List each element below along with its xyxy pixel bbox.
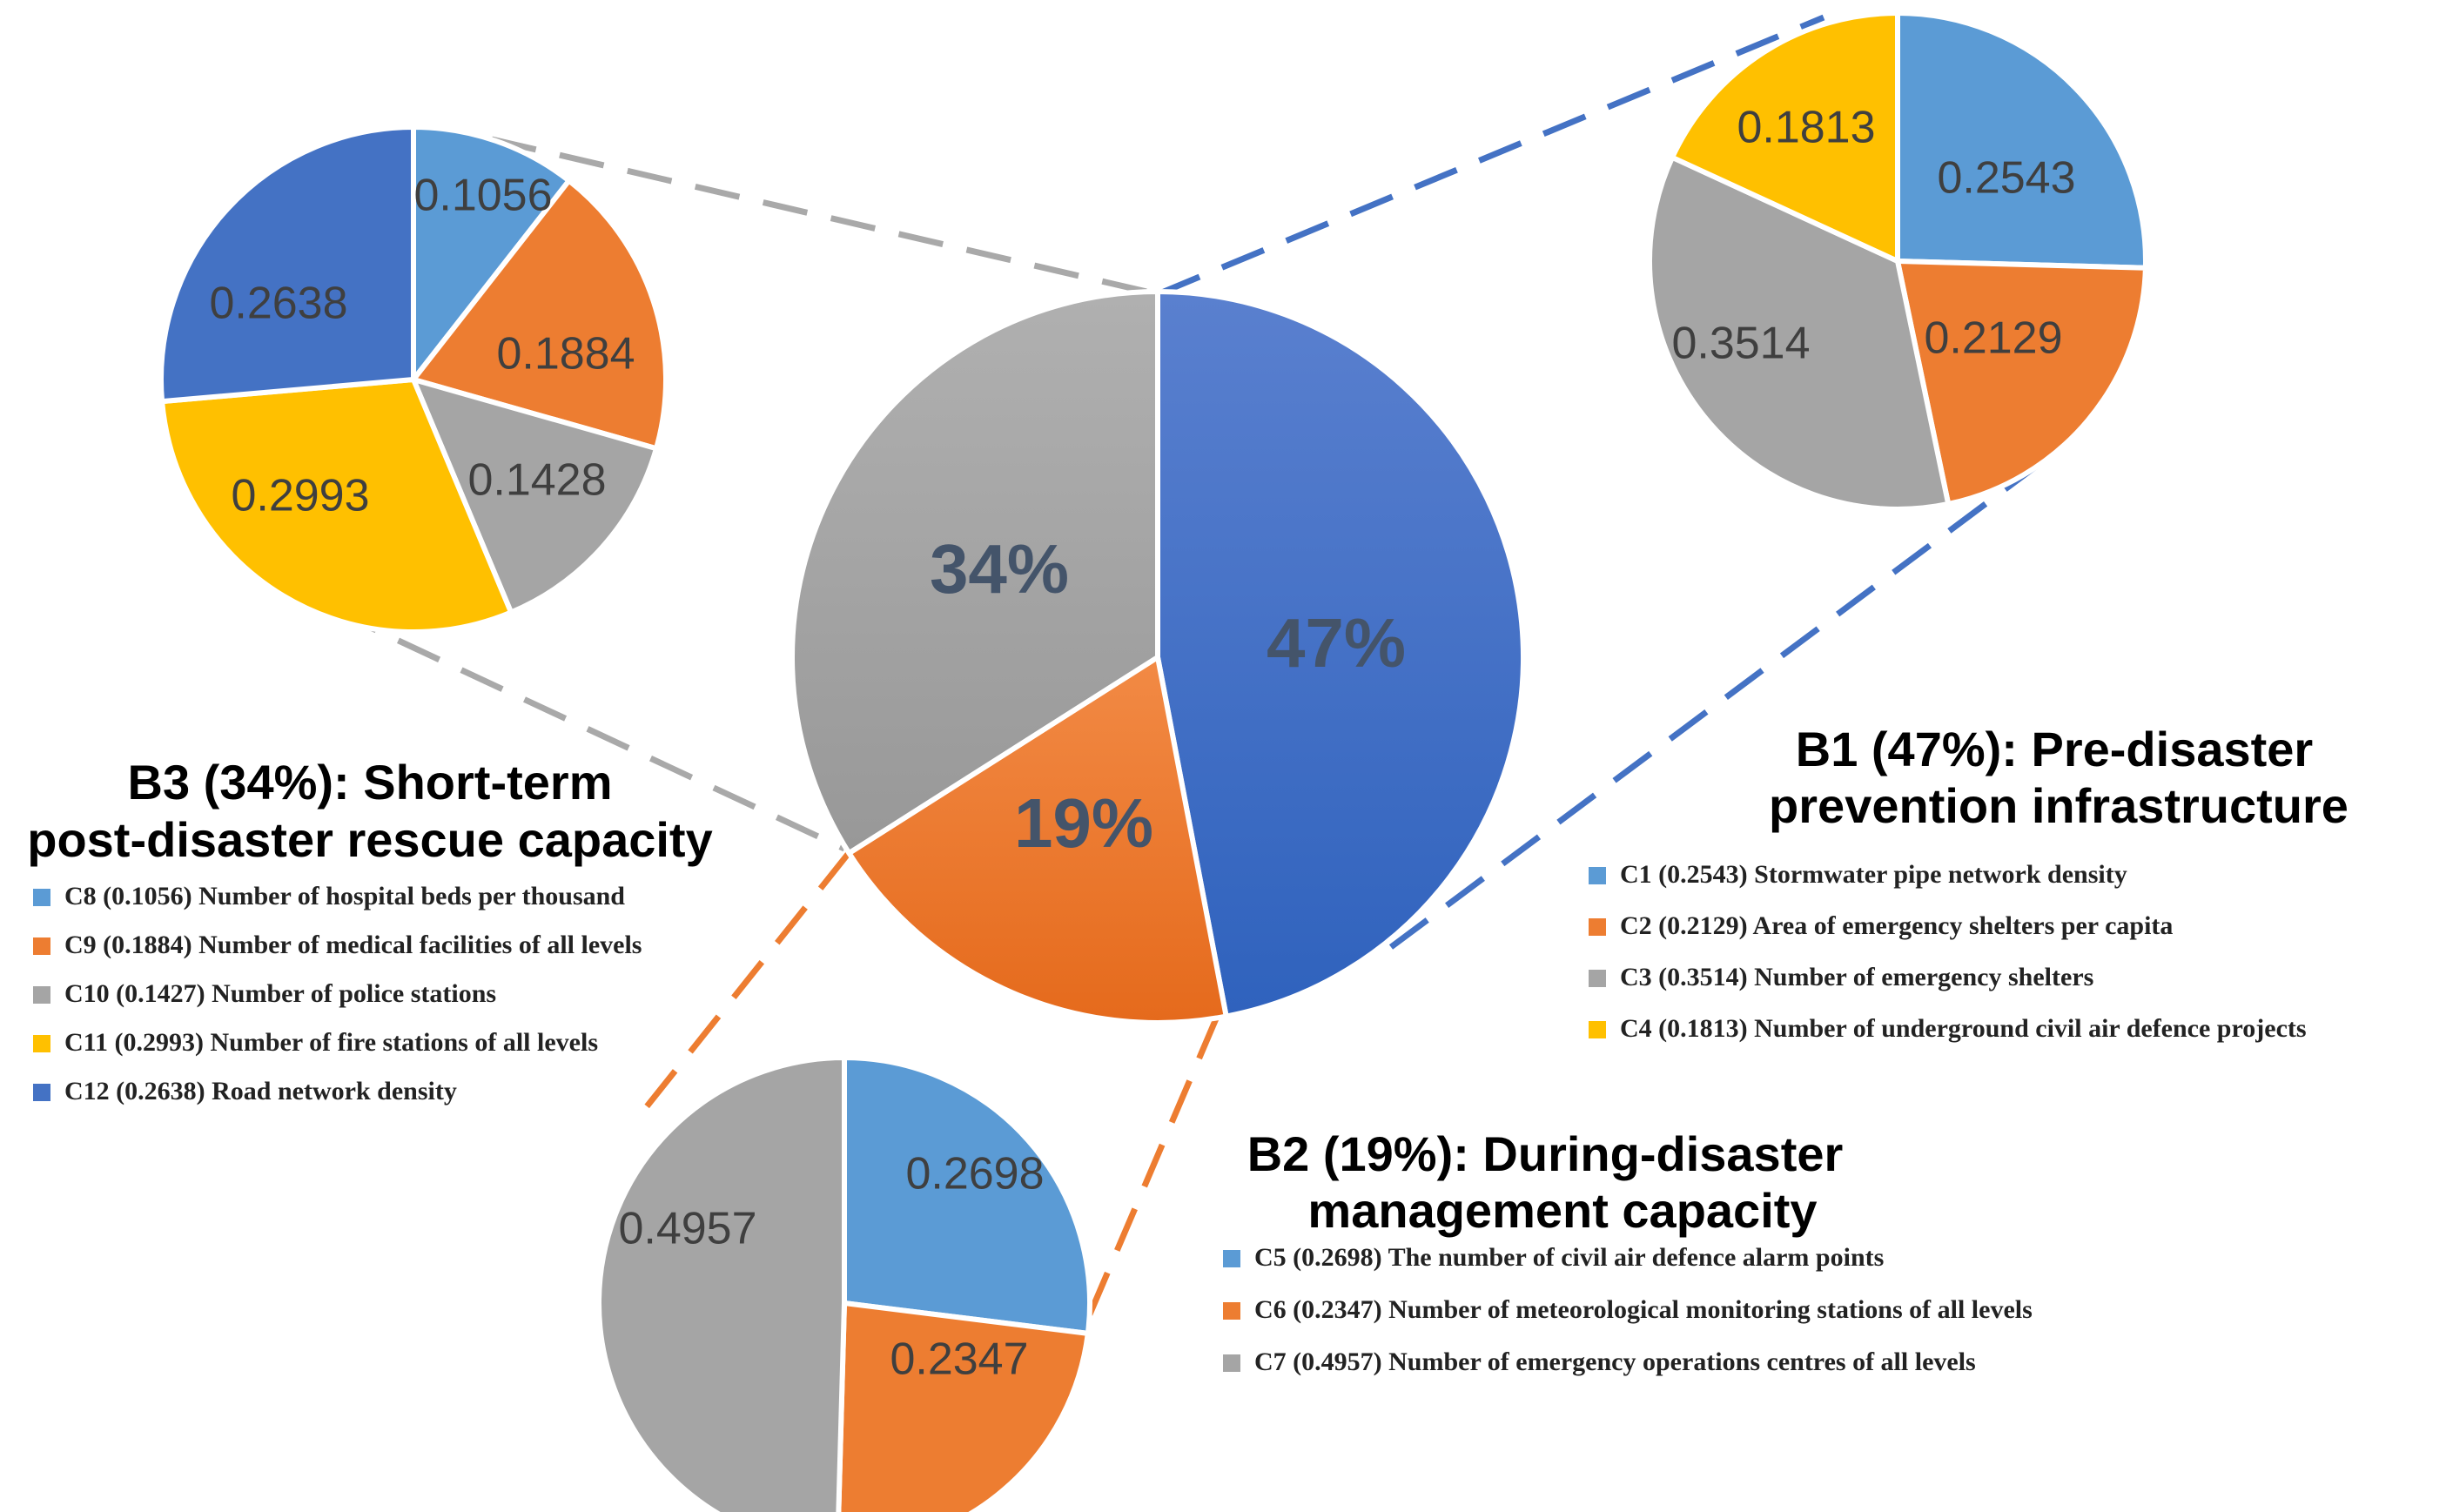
b3-slice-label-3: 0.1428 <box>467 455 606 506</box>
b2-legend-swatch-1 <box>1223 1250 1240 1267</box>
b3-pie: 0.1056 0.1884 0.1428 0.2993 0.2638 <box>158 124 669 635</box>
b3-slice-1 <box>411 124 572 382</box>
main-slice-label-1: 47% <box>1267 604 1406 682</box>
b3-title-line-1: B3 (34%): Short-term <box>128 755 613 810</box>
connector-b1-top <box>1156 14 1825 298</box>
b1-legend: C1 (0.2543) Stormwater pipe network dens… <box>1589 860 2307 1043</box>
b3-legend-item-5: C12 (0.2638) Road network density <box>64 1077 457 1105</box>
b3-slice-2 <box>411 178 669 452</box>
b1-legend-item-4: C4 (0.1813) Number of underground civil … <box>1620 1014 2307 1043</box>
b2-title-line-1: B2 (19%): During-disaster <box>1247 1126 1844 1181</box>
b2-title: B2 (19%): During-disaster management cap… <box>1247 1126 1844 1238</box>
b2-legend-item-1: C5 (0.2698) The number of civil air defe… <box>1254 1243 1884 1272</box>
b2-legend-item-3: C7 (0.4957) Number of emergency operatio… <box>1254 1347 1976 1376</box>
b2-slice-2 <box>836 1300 1091 1512</box>
b1-slice-4 <box>1670 10 1900 264</box>
b2-legend-swatch-2 <box>1223 1302 1240 1320</box>
connector-b3-bottom <box>333 608 846 852</box>
main-slice-1 <box>1155 289 1526 1019</box>
b2-slice-label-1: 0.2698 <box>905 1149 1044 1200</box>
main-slice-label-3: 34% <box>930 530 1069 608</box>
b2-legend: C5 (0.2698) The number of civil air defe… <box>1223 1243 2033 1376</box>
b3-legend-item-1: C8 (0.1056) Number of hospital beds per … <box>64 882 625 911</box>
b3-title: B3 (34%): Short-term post-disaster rescu… <box>27 755 712 867</box>
b2-title-line-2: management capacity <box>1307 1183 1817 1238</box>
connector-b2-left <box>631 850 851 1126</box>
b1-slice-label-3: 0.3514 <box>1671 319 1810 369</box>
b3-legend-swatch-3 <box>33 986 50 1004</box>
b3-slice-label-4: 0.2993 <box>231 471 369 521</box>
b2-slice-label-2: 0.2347 <box>890 1334 1028 1385</box>
b3-slice-label-1: 0.1056 <box>413 171 552 221</box>
b2-slice-3 <box>596 1055 847 1512</box>
b3-legend-swatch-4 <box>33 1035 50 1052</box>
legends: C8 (0.1056) Number of hospital beds per … <box>33 860 2307 1376</box>
b2-slice-1 <box>842 1055 1092 1336</box>
b3-legend-item-2: C9 (0.1884) Number of medical facilities… <box>64 931 642 959</box>
b2-legend-item-2: C6 (0.2347) Number of meteorological mon… <box>1254 1295 2033 1324</box>
b3-slice-4 <box>159 377 514 635</box>
main-slice-3 <box>790 289 1160 857</box>
main-slice-2 <box>846 655 1229 1025</box>
b1-pie: 0.2543 0.2129 0.3514 0.1813 <box>1647 10 2148 512</box>
b3-legend-swatch-5 <box>33 1084 50 1101</box>
b3-slice-label-2: 0.1884 <box>496 329 635 380</box>
b2-slice-label-3: 0.4957 <box>618 1204 756 1254</box>
b1-legend-item-3: C3 (0.3514) Number of emergency shelters <box>1620 963 2093 991</box>
b3-legend-swatch-2 <box>33 937 50 955</box>
b1-slice-1 <box>1895 10 2148 271</box>
b1-legend-item-1: C1 (0.2543) Stormwater pipe network dens… <box>1620 860 2127 889</box>
b3-legend: C8 (0.1056) Number of hospital beds per … <box>33 882 642 1105</box>
b1-legend-swatch-3 <box>1589 970 1606 987</box>
b1-title: B1 (47%): Pre-disaster prevention infras… <box>1769 722 2349 833</box>
b3-slice-label-5: 0.2638 <box>209 279 347 329</box>
b2-legend-swatch-3 <box>1223 1354 1240 1372</box>
b3-title-line-2: post-disaster rescue capacity <box>27 812 712 867</box>
b2-pie: 0.2698 0.2347 0.4957 <box>596 1055 1092 1512</box>
b1-title-line-2: prevention infrastructure <box>1769 778 2349 833</box>
pies: 47%19%34%0.25430.21290.35140.18130.26980… <box>158 10 2148 1512</box>
b1-legend-item-2: C2 (0.2129) Area of emergency shelters p… <box>1620 911 2173 940</box>
b1-slice-2 <box>1895 259 2148 507</box>
main-slice-label-2: 19% <box>1014 784 1153 862</box>
b1-slice-3 <box>1647 154 1952 512</box>
b1-legend-swatch-1 <box>1589 867 1606 884</box>
b3-legend-item-3: C10 (0.1427) Number of police stations <box>64 979 496 1008</box>
b1-legend-swatch-2 <box>1589 918 1606 936</box>
b3-slice-5 <box>158 124 416 405</box>
b1-slice-label-1: 0.2543 <box>1937 153 2075 204</box>
b1-slice-label-4: 0.1813 <box>1737 103 1875 153</box>
b1-title-line-1: B1 (47%): Pre-disaster <box>1796 722 2313 776</box>
b1-legend-swatch-4 <box>1589 1021 1606 1038</box>
connector-lines <box>333 14 2057 1377</box>
b3-slice-3 <box>411 377 659 615</box>
b3-legend-item-4: C11 (0.2993) Number of fire stations of … <box>64 1028 598 1057</box>
connector-b3-top <box>491 136 1159 298</box>
b3-legend-swatch-1 <box>33 889 50 906</box>
b1-slice-label-2: 0.2129 <box>1924 313 2062 364</box>
main-pie: 47% 19% 34% <box>790 289 1526 1025</box>
